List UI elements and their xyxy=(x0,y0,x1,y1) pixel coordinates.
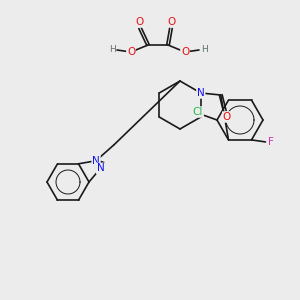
Text: O: O xyxy=(135,17,143,27)
Text: O: O xyxy=(127,47,135,57)
Text: N: N xyxy=(97,163,104,173)
Text: O: O xyxy=(181,47,189,57)
Text: O: O xyxy=(223,112,231,122)
Text: H: H xyxy=(201,44,207,53)
Text: Cl: Cl xyxy=(193,107,203,117)
Text: N: N xyxy=(197,88,205,98)
Text: F: F xyxy=(268,137,273,147)
Text: O: O xyxy=(167,17,175,27)
Text: H: H xyxy=(109,44,116,53)
Text: N: N xyxy=(92,156,100,166)
